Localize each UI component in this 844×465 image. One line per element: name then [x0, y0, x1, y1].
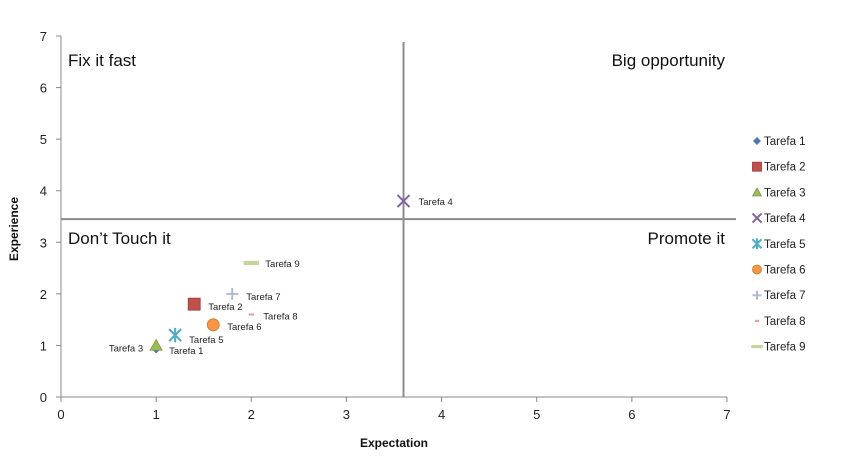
data-point-tarefa-9 [243, 260, 260, 266]
legend-item: Tarefa 3 [751, 187, 806, 199]
data-point-tarefa-4 [396, 194, 411, 208]
legend-label: Tarefa 7 [764, 290, 806, 302]
y-axis-title: Experience [7, 197, 21, 261]
y-tick-label: 5 [40, 132, 47, 147]
legend-item: Tarefa 6 [752, 264, 806, 277]
y-tick-label: 2 [40, 287, 47, 302]
y-tick-label: 1 [40, 338, 47, 353]
legend-item: Tarefa 5 [751, 238, 806, 251]
x-tick-label: 7 [723, 407, 730, 422]
data-label: Tarefa 9 [265, 259, 299, 270]
x-tick-label: 4 [438, 407, 445, 422]
y-tick-label: 0 [40, 390, 47, 405]
x-tick-label: 3 [343, 407, 350, 422]
data-point-tarefa-5 [168, 327, 182, 343]
x-tick-label: 1 [153, 407, 160, 422]
data-label: Tarefa 8 [263, 311, 297, 322]
quadrant-label-top-right: Big opportunity [612, 51, 726, 70]
y-tick-label: 6 [40, 81, 47, 96]
legend-marker [753, 137, 761, 145]
legend-label: Tarefa 5 [764, 239, 806, 251]
legend-label: Tarefa 3 [764, 187, 806, 199]
y-tick-label: 7 [40, 29, 47, 44]
y-tick-label: 4 [40, 184, 47, 199]
legend-item: Tarefa 2 [752, 161, 806, 174]
legend-item: Tarefa 7 [752, 290, 806, 302]
legend-item: Tarefa 1 [753, 136, 806, 148]
legend-item: Tarefa 8 [754, 316, 806, 328]
legend-marker [751, 187, 763, 197]
x-tick-label: 0 [57, 407, 64, 422]
data-label: Tarefa 7 [246, 292, 280, 303]
x-tick-label: 5 [533, 407, 540, 422]
y-tick-label: 3 [40, 235, 47, 250]
data-point-tarefa-3 [149, 338, 163, 351]
data-label: Tarefa 5 [189, 335, 223, 346]
quadrant-label-bottom-left: Don’t Touch it [68, 229, 171, 248]
quadrant-label-top-left: Fix it fast [68, 51, 136, 70]
legend-label: Tarefa 8 [764, 316, 806, 328]
data-points: Tarefa 1 Tarefa 2 Tarefa 3 Tarefa 4 Tarefa 5… [109, 194, 453, 357]
data-point-tarefa-2 [187, 297, 201, 311]
data-label: Tarefa 6 [227, 322, 261, 333]
legend-marker [751, 238, 763, 250]
data-point-tarefa-7 [226, 287, 239, 300]
legend-label: Tarefa 9 [764, 342, 806, 354]
legend-label: Tarefa 1 [764, 136, 806, 148]
legend-marker [752, 290, 762, 300]
legend-marker [751, 212, 763, 224]
legend-item: Tarefa 9 [751, 342, 806, 354]
legend-label: Tarefa 6 [764, 265, 806, 277]
legend-marker [752, 264, 762, 275]
legend-label: Tarefa 2 [764, 162, 806, 174]
data-label: Tarefa 1 [169, 346, 203, 357]
legend-label: Tarefa 4 [764, 213, 806, 225]
legend: Tarefa 1 Tarefa 2 Tarefa 3 Tarefa 4 Tarefa 5… [751, 136, 806, 354]
data-label: Tarefa 2 [208, 302, 242, 313]
quadrant-label-bottom-right: Promote it [648, 229, 726, 248]
data-point-tarefa-6 [206, 318, 220, 332]
axis-ticks: 0 1 2 3 4 5 6 7 0 1 2 3 4 5 6 7 [40, 29, 731, 422]
x-axis-title: Expectation [360, 436, 428, 450]
legend-marker [751, 345, 763, 349]
legend-marker [752, 161, 762, 172]
x-tick-label: 2 [248, 407, 255, 422]
data-label: Tarefa 3 [109, 343, 143, 354]
x-tick-label: 6 [628, 407, 635, 422]
legend-item: Tarefa 4 [751, 212, 806, 225]
data-label: Tarefa 4 [419, 197, 453, 208]
